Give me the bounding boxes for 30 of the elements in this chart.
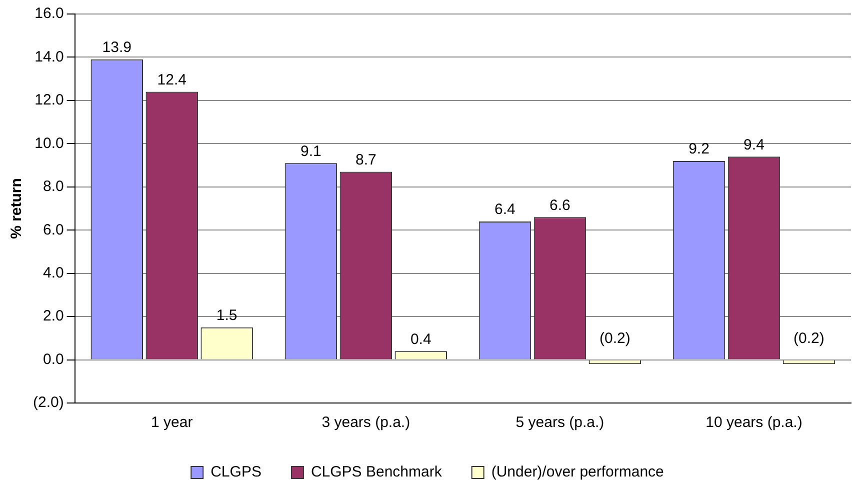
- x-tick-label: 3 years (p.a.): [322, 414, 410, 432]
- y-axis-title: % return: [8, 178, 26, 239]
- data-label: 13.9: [102, 39, 132, 56]
- legend-label: CLGPS Benchmark: [310, 464, 442, 481]
- x-tick-label: 10 years (p.a.): [706, 414, 802, 432]
- x-tick-label: 1 year: [151, 414, 193, 432]
- y-tick-label: (2.0): [33, 394, 64, 412]
- y-tick-label: 6.0: [42, 221, 64, 238]
- data-label: 8.7: [355, 151, 376, 168]
- y-tick-label: 2.0: [42, 308, 64, 325]
- y-tick-label: 0.0: [42, 350, 64, 368]
- data-label: 12.4: [157, 71, 186, 88]
- data-label: 6.4: [494, 201, 516, 218]
- data-label: 6.6: [550, 196, 570, 214]
- y-tick-label: 14.0: [34, 48, 64, 66]
- legend-label: CLGPS: [210, 464, 262, 481]
- data-label: 9.1: [300, 142, 322, 160]
- data-label: 9.4: [744, 136, 764, 154]
- legend-label: (Under)/over performance: [491, 464, 664, 481]
- y-tick-label: 12.0: [34, 92, 64, 109]
- y-tick-label: 8.0: [42, 178, 64, 196]
- y-tick-label: 4.0: [42, 264, 64, 282]
- data-label: (0.2): [794, 330, 824, 347]
- x-tick-label: 5 years (p.a.): [516, 414, 604, 432]
- y-tick-label: 16.0: [34, 5, 64, 22]
- data-label: (0.2): [599, 330, 630, 347]
- y-tick-label: 10.0: [34, 134, 64, 152]
- data-label: 9.2: [688, 140, 710, 158]
- data-label: 0.4: [410, 330, 432, 348]
- data-label: 1.5: [216, 307, 238, 324]
